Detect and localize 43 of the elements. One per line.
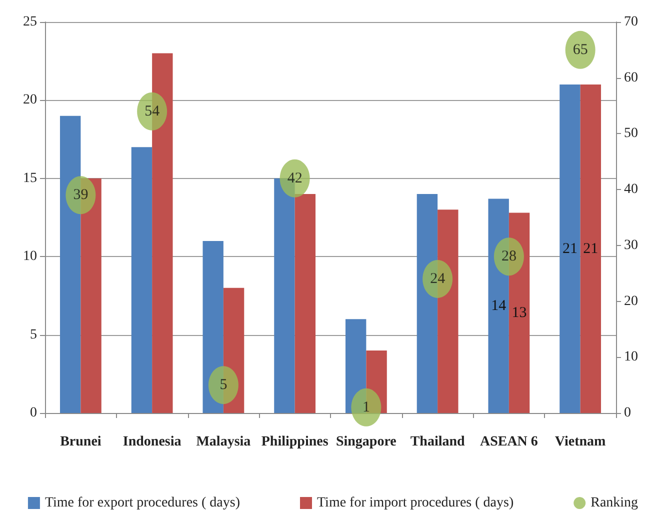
data-label: 5 [220,377,228,394]
data-label: 14 [491,298,507,314]
data-label: 42 [287,170,302,186]
x-tick-label: ASEAN 6 [480,434,538,450]
y-tick-label: 20 [23,92,37,108]
y2-tick-label: 70 [624,14,638,30]
legend-label: Ranking [590,496,638,510]
data-label: 13 [512,304,527,321]
data-label: 21 [583,240,598,257]
point [208,366,238,404]
y2-tick-label: 20 [624,294,638,309]
data-label: 54 [144,103,160,120]
y2-tick-label: 60 [624,70,638,86]
x-tick-label: Philippines [261,434,329,450]
data-label: 21 [562,240,578,257]
x-tick-label: Singapore [336,434,396,450]
bar [294,194,316,413]
y-tick-label: 10 [23,249,37,264]
bar [131,147,152,413]
y2-tick-label: 0 [624,406,631,420]
y-tick-label: 25 [23,14,37,30]
data-label: 28 [501,248,516,265]
point [351,388,382,426]
x-tick-label: Indonesia [122,434,182,450]
x-tick-label: Malaysia [196,434,251,450]
y2-tick-label: 40 [624,182,638,198]
bar [560,84,580,413]
x-tick-label: Vietnam [554,434,606,450]
y-tick-label: 0 [30,406,37,420]
x-tick-label: Thailand [410,434,466,450]
legend-label: Time for import procedures ( days) [316,496,514,510]
data-label: 1 [362,399,370,416]
y2-tick-label: 10 [624,350,638,365]
y-tick-label: 15 [23,170,37,186]
data-label: 24 [430,270,446,287]
legend-label: Time for export procedures ( days) [44,496,240,510]
y-tick-label: 5 [30,327,37,342]
x-tick-label: Brunei [60,434,102,450]
y2-tick-label: 50 [624,126,638,142]
data-label: 65 [572,42,588,58]
y2-tick-label: 30 [624,238,638,253]
bar [580,84,602,413]
data-label: 39 [73,187,88,204]
